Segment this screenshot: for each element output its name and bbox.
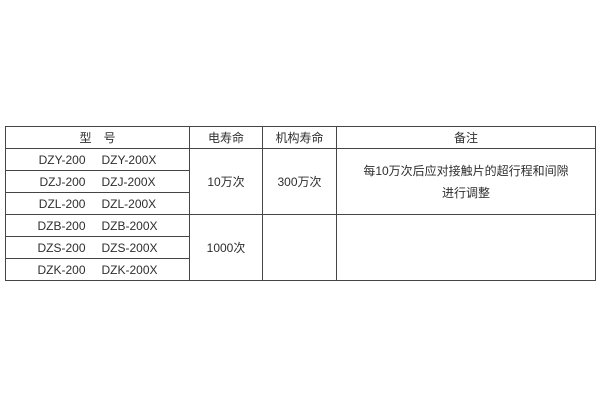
model-cell: DZJ-200 DZJ-200X <box>5 170 190 193</box>
model-cell: DZS-200 DZS-200X <box>5 236 190 259</box>
mechanism-life-cell-group2 <box>262 214 337 281</box>
header-remarks: 备注 <box>336 126 596 149</box>
electrical-life-cell-group1: 10万次 <box>189 148 263 215</box>
model-name-b: DZY-200X <box>101 152 157 167</box>
header-electrical-life: 电寿命 <box>189 126 263 149</box>
header-model: 型 号 <box>5 126 190 149</box>
model-cell: DZL-200 DZL-200X <box>5 192 190 215</box>
electrical-life-cell-group2: 1000次 <box>189 214 263 281</box>
table-row: DZB-200 DZB-200X 1000次 <box>5 214 596 281</box>
model-name-b: DZB-200X <box>101 218 158 233</box>
table-row: DZL-200 DZL-200X <box>5 192 596 215</box>
spec-table: 型 号 电寿命 机构寿命 备注 DZY-200 DZY-200X 10万次 300… <box>5 126 596 281</box>
model-cell: DZK-200 DZK-200X <box>5 258 190 281</box>
model-name-a: DZY-200 <box>38 152 86 167</box>
model-name-a: DZL-200 <box>38 196 86 211</box>
model-name-b: DZL-200X <box>101 196 157 211</box>
remarks-cell-group2 <box>336 214 596 281</box>
model-name-a: DZK-200 <box>37 262 86 277</box>
table-row: DZK-200 DZK-200X <box>5 258 596 281</box>
model-name-a: DZS-200 <box>37 240 86 255</box>
model-name-b: DZK-200X <box>101 262 158 277</box>
header-mechanism-life: 机构寿命 <box>262 126 337 149</box>
model-name-b: DZS-200X <box>101 240 158 255</box>
remark-line-1: 每10万次后应对接触片的超行程和间隙 <box>363 163 569 178</box>
model-name-a: DZJ-200 <box>39 174 86 189</box>
table-row: DZY-200 DZY-200X 10万次 300万次 每10万次后应对接触片的超… <box>5 148 596 215</box>
model-cell: DZY-200 DZY-200X <box>5 148 190 171</box>
model-cell: DZB-200 DZB-200X <box>5 214 190 237</box>
table-row: DZJ-200 DZJ-200X <box>5 170 596 193</box>
model-name-b: DZJ-200X <box>101 174 156 189</box>
remarks-cell-group1: 每10万次后应对接触片的超行程和间隙 进行调整 <box>336 148 596 215</box>
mechanism-life-cell-group1: 300万次 <box>262 148 337 215</box>
model-name-a: DZB-200 <box>37 218 86 233</box>
header-row: 型 号 电寿命 机构寿命 备注 <box>5 126 596 149</box>
remark-line-2: 进行调整 <box>441 185 490 200</box>
